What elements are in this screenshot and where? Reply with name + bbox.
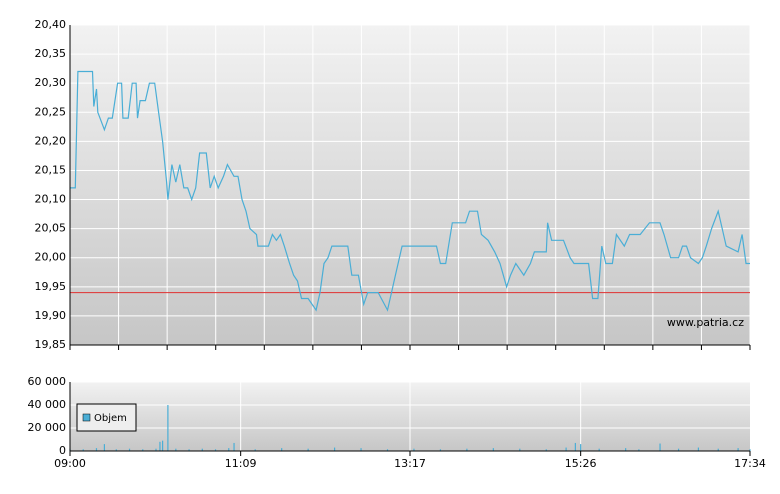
volume-bar xyxy=(638,449,640,451)
volume-bar xyxy=(545,449,547,451)
y-tick-label: 0 xyxy=(59,444,66,457)
x-tick-label: 13:17 xyxy=(394,457,426,470)
volume-bar xyxy=(717,448,719,451)
volume-bar xyxy=(188,449,190,451)
x-tick-label: 17:34 xyxy=(734,457,766,470)
volume-bar xyxy=(574,442,576,451)
watermark: www.patria.cz xyxy=(667,316,744,329)
volume-bar xyxy=(439,449,442,451)
volume-bar xyxy=(697,447,700,451)
y-tick-label: 20,40 xyxy=(35,18,67,31)
y-tick-label: 19,95 xyxy=(35,280,67,293)
volume-bar xyxy=(466,448,468,451)
volume-bar xyxy=(162,440,164,451)
volume-bar xyxy=(214,449,217,451)
volume-bar xyxy=(82,449,84,451)
volume-bar xyxy=(115,449,117,451)
volume-bar xyxy=(128,448,131,451)
volume-bar xyxy=(492,448,494,451)
x-tick-label: 15:26 xyxy=(565,457,597,470)
volume-bar xyxy=(254,449,256,451)
volume-bar xyxy=(175,448,177,451)
y-tick-label: 20 000 xyxy=(28,421,67,434)
y-tick-label: 20,30 xyxy=(35,76,67,89)
y-tick-label: 20,15 xyxy=(35,163,67,176)
volume-bar xyxy=(103,444,105,451)
x-tick-label: 11:09 xyxy=(225,457,257,470)
y-tick-label: 20,10 xyxy=(35,193,67,206)
volume-bar xyxy=(95,448,98,451)
y-tick-label: 20,35 xyxy=(35,47,67,60)
volume-bar xyxy=(333,447,336,451)
y-tick-label: 20,05 xyxy=(35,222,67,235)
y-tick-label: 60 000 xyxy=(28,375,67,388)
volume-bar xyxy=(360,448,362,451)
volume-bar xyxy=(159,441,161,451)
volume-bar xyxy=(307,448,309,451)
volume-bar xyxy=(625,448,627,451)
volume-bar xyxy=(233,442,235,451)
legend-swatch xyxy=(82,413,91,422)
x-tick-label: 09:00 xyxy=(54,457,86,470)
price-line xyxy=(70,70,750,312)
y-tick-label: 40 000 xyxy=(28,398,67,411)
y-tick-label: 20,25 xyxy=(35,105,67,118)
volume-bar xyxy=(386,449,389,451)
volume-bar xyxy=(142,449,144,451)
volume-bar xyxy=(677,448,680,451)
volume-bar xyxy=(565,447,567,451)
volume-bar xyxy=(155,448,157,451)
y-tick-label: 20,00 xyxy=(35,251,67,264)
volume-bar xyxy=(749,449,751,451)
volume-bar xyxy=(519,448,521,451)
volume-bar xyxy=(659,443,661,451)
volume-bar xyxy=(228,448,230,451)
y-tick-label: 20,20 xyxy=(35,134,67,147)
y-tick-label: 19,90 xyxy=(35,309,67,322)
volume-bar xyxy=(598,448,600,451)
legend-label: Objem xyxy=(94,413,127,424)
volume-bar xyxy=(413,448,415,451)
volume-bar xyxy=(201,448,203,451)
volume-bar xyxy=(281,448,283,451)
y-tick-label: 19,85 xyxy=(35,338,67,351)
volume-bar xyxy=(167,405,169,451)
volume-bar xyxy=(737,448,739,451)
volume-bar xyxy=(580,444,582,451)
